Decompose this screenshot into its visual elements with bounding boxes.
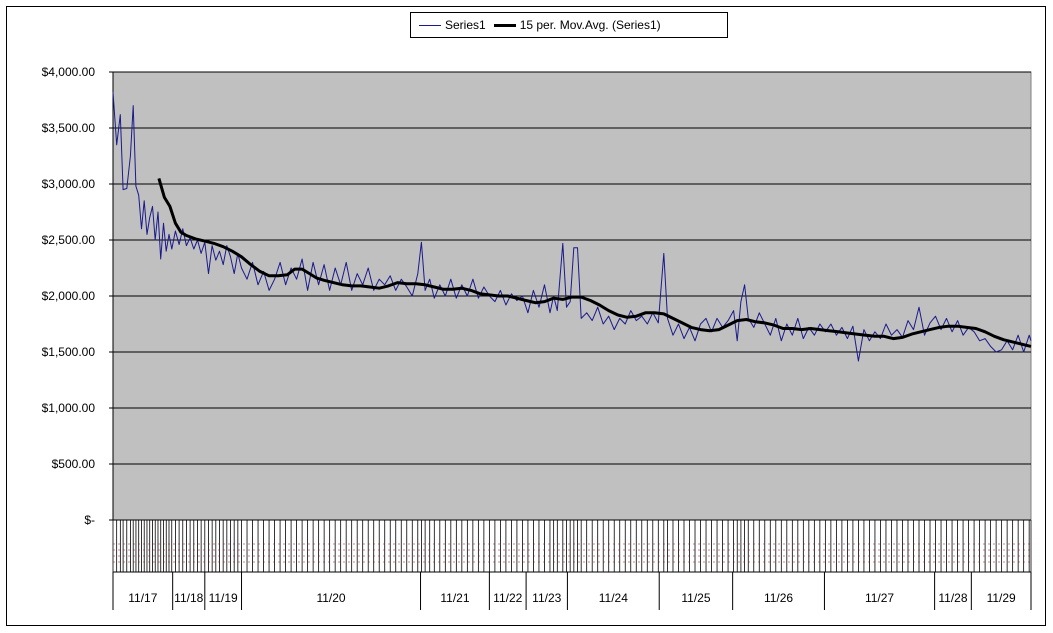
x-axis bbox=[112, 519, 1032, 573]
x-group-label: 11/26 bbox=[764, 591, 793, 605]
y-tick-label: $1,000.00 bbox=[42, 401, 96, 415]
x-group-label: 11/27 bbox=[865, 591, 894, 605]
gridlines bbox=[113, 71, 1031, 465]
x-group-label: 11/21 bbox=[440, 591, 469, 605]
legend-swatch-moving-average bbox=[493, 23, 516, 27]
x-tick-band bbox=[113, 523, 1031, 573]
legend-label-moving-average: 15 per. Mov.Avg. (Series1) bbox=[519, 18, 661, 32]
x-group-label: 11/18 bbox=[174, 591, 203, 605]
legend-swatch-series1 bbox=[419, 24, 441, 26]
series-group bbox=[112, 92, 1032, 362]
x-group-label: 11/28 bbox=[938, 591, 967, 605]
x-group-label: 11/24 bbox=[599, 591, 628, 605]
series-line-series1 bbox=[112, 92, 1032, 362]
x-group-label: 11/19 bbox=[209, 591, 238, 605]
legend-label-series1: Series1 bbox=[445, 18, 486, 32]
x-group-label: 11/17 bbox=[128, 591, 157, 605]
legend-item-moving-average: 15 per. Mov.Avg. (Series1) bbox=[493, 18, 661, 32]
x-group-label: 11/29 bbox=[987, 591, 1016, 605]
y-tick-label: $2,000.00 bbox=[42, 289, 96, 303]
y-axis: $- $500.00 $1,000.00 $1,500.00 $2,000.00 $2,5… bbox=[42, 65, 114, 527]
x-group-label: 11/22 bbox=[493, 591, 522, 605]
x-group-label: 11/20 bbox=[316, 591, 345, 605]
y-tick-label: $1,500.00 bbox=[42, 345, 96, 359]
series-line-moving-average bbox=[157, 177, 1032, 348]
legend-item-series1: Series1 bbox=[419, 18, 486, 32]
x-axis-date-groups: 11/17 11/18 11/19 11/20 11/21 11/22 11/23 11/24… bbox=[112, 571, 1032, 610]
y-tick-label: $2,500.00 bbox=[42, 233, 96, 247]
x-group-label: 11/25 bbox=[681, 591, 710, 605]
y-tick-label: $3,500.00 bbox=[42, 121, 96, 135]
y-tick-label: $- bbox=[84, 513, 95, 527]
legend: Series1 15 per. Mov.Avg. (Series1) bbox=[410, 12, 728, 38]
x-group-label: 11/23 bbox=[532, 591, 561, 605]
y-tick-label: $500.00 bbox=[52, 457, 96, 471]
y-tick-label: $3,000.00 bbox=[42, 177, 96, 191]
y-tick-label: $4,000.00 bbox=[42, 65, 96, 79]
